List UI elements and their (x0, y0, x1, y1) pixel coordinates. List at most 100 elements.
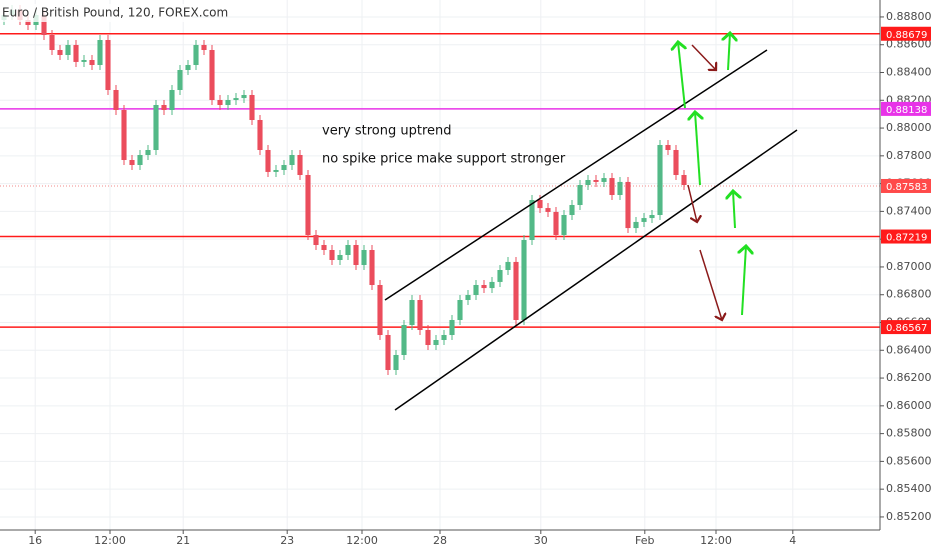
candle-body (57, 50, 63, 55)
candle-body (385, 335, 391, 370)
candle-body (73, 45, 79, 62)
candle-body (49, 35, 55, 50)
x-tick-label: 16 (28, 534, 42, 547)
title-bg (0, 4, 192, 22)
candle-body (617, 181, 623, 195)
candle-body (225, 100, 231, 105)
candle-body (129, 160, 135, 165)
y-tick-label: 0.86200 (886, 371, 932, 384)
candle-body (81, 60, 87, 62)
y-tick-label: 0.88800 (886, 10, 932, 23)
x-tick-label: 21 (176, 534, 190, 547)
candle-body (545, 208, 551, 212)
candle-body (449, 320, 455, 335)
candle-body (313, 235, 319, 245)
candle-body (105, 40, 111, 90)
level-tag (881, 26, 931, 41)
y-tick-label: 0.85400 (886, 482, 932, 495)
x-tick-label: 4 (789, 534, 796, 547)
grid (0, 0, 880, 530)
candle-body (337, 255, 343, 260)
candle-body (577, 185, 583, 205)
level-tag (881, 101, 931, 116)
y-tick-label: 0.88600 (886, 38, 932, 51)
channel (384, 49, 798, 411)
axis-labels: 0.85200 0.85400 0.85600 0.85800 0.86000 0.862… (28, 10, 931, 547)
y-tick-label: 0.85800 (886, 427, 932, 440)
candle-body (497, 270, 503, 282)
candle-body (673, 150, 679, 175)
x-tick-label: 12:00 (700, 534, 732, 547)
level-tag (881, 178, 931, 193)
candle-body (537, 200, 543, 209)
level-tag (881, 229, 931, 244)
arrow (699, 249, 722, 320)
candle-body (281, 165, 287, 170)
candle-body (257, 120, 263, 150)
candle-body (241, 95, 247, 99)
candle-body (649, 215, 655, 219)
price-axis-bg (880, 0, 932, 550)
chart-title: Euro / British Pound, 120, FOREX.com (2, 6, 228, 20)
level-label: 0.88679 (886, 30, 927, 41)
candle-body (633, 221, 639, 229)
candle-body (561, 215, 567, 235)
annotation: very strong uptrend (322, 124, 452, 139)
candle-body (489, 281, 495, 289)
candle-body (521, 240, 527, 320)
arrow (733, 191, 735, 229)
candle-body (473, 285, 479, 295)
x-tick-label: 23 (280, 534, 294, 547)
candle-body (369, 250, 375, 285)
candle-body (89, 60, 95, 65)
y-tick-label: 0.88400 (886, 66, 932, 79)
candle-body (665, 145, 671, 150)
candle-body (273, 170, 279, 172)
channel-upper (384, 49, 768, 301)
candle-body (425, 330, 431, 345)
candle-body (345, 245, 351, 255)
arrow (728, 33, 730, 71)
candle-body (657, 145, 663, 215)
y-tick-label: 0.87800 (886, 149, 932, 162)
candle-body (305, 175, 311, 235)
candle-body (193, 45, 199, 65)
candle-body (409, 300, 415, 325)
arrow (691, 44, 716, 70)
arrow (678, 42, 685, 109)
candle-body (353, 245, 359, 265)
level-label: 0.87219 (886, 233, 927, 244)
level-label: 0.86567 (886, 323, 927, 334)
candle-body (169, 90, 175, 110)
candle-body (297, 155, 303, 175)
candle-body (361, 250, 367, 265)
candle-body (569, 205, 575, 215)
candle-body (217, 100, 223, 105)
candle-body (529, 200, 535, 240)
candle-body (289, 155, 295, 165)
candle-body (641, 218, 647, 222)
x-tick-label: Feb (635, 534, 654, 547)
arrow (742, 246, 746, 316)
candle-body (321, 245, 327, 250)
candle-body (585, 180, 591, 185)
candle-body (137, 155, 143, 165)
y-tick-label: 0.87400 (886, 204, 932, 217)
candle-body (41, 15, 47, 35)
candle-body (553, 211, 559, 235)
candle-body (393, 355, 399, 370)
channel-lower (394, 129, 798, 411)
candle-body (65, 45, 71, 55)
candle-body (265, 150, 271, 172)
candle-body (601, 178, 607, 182)
candle-body (201, 45, 207, 50)
level-tag (881, 320, 931, 335)
candle-body (185, 65, 191, 70)
level-label: 0.87583 (886, 182, 927, 193)
arrow (695, 112, 700, 186)
y-tick-label: 0.86000 (886, 399, 932, 412)
candle-body (505, 261, 511, 270)
level-label: 0.88138 (886, 105, 927, 116)
